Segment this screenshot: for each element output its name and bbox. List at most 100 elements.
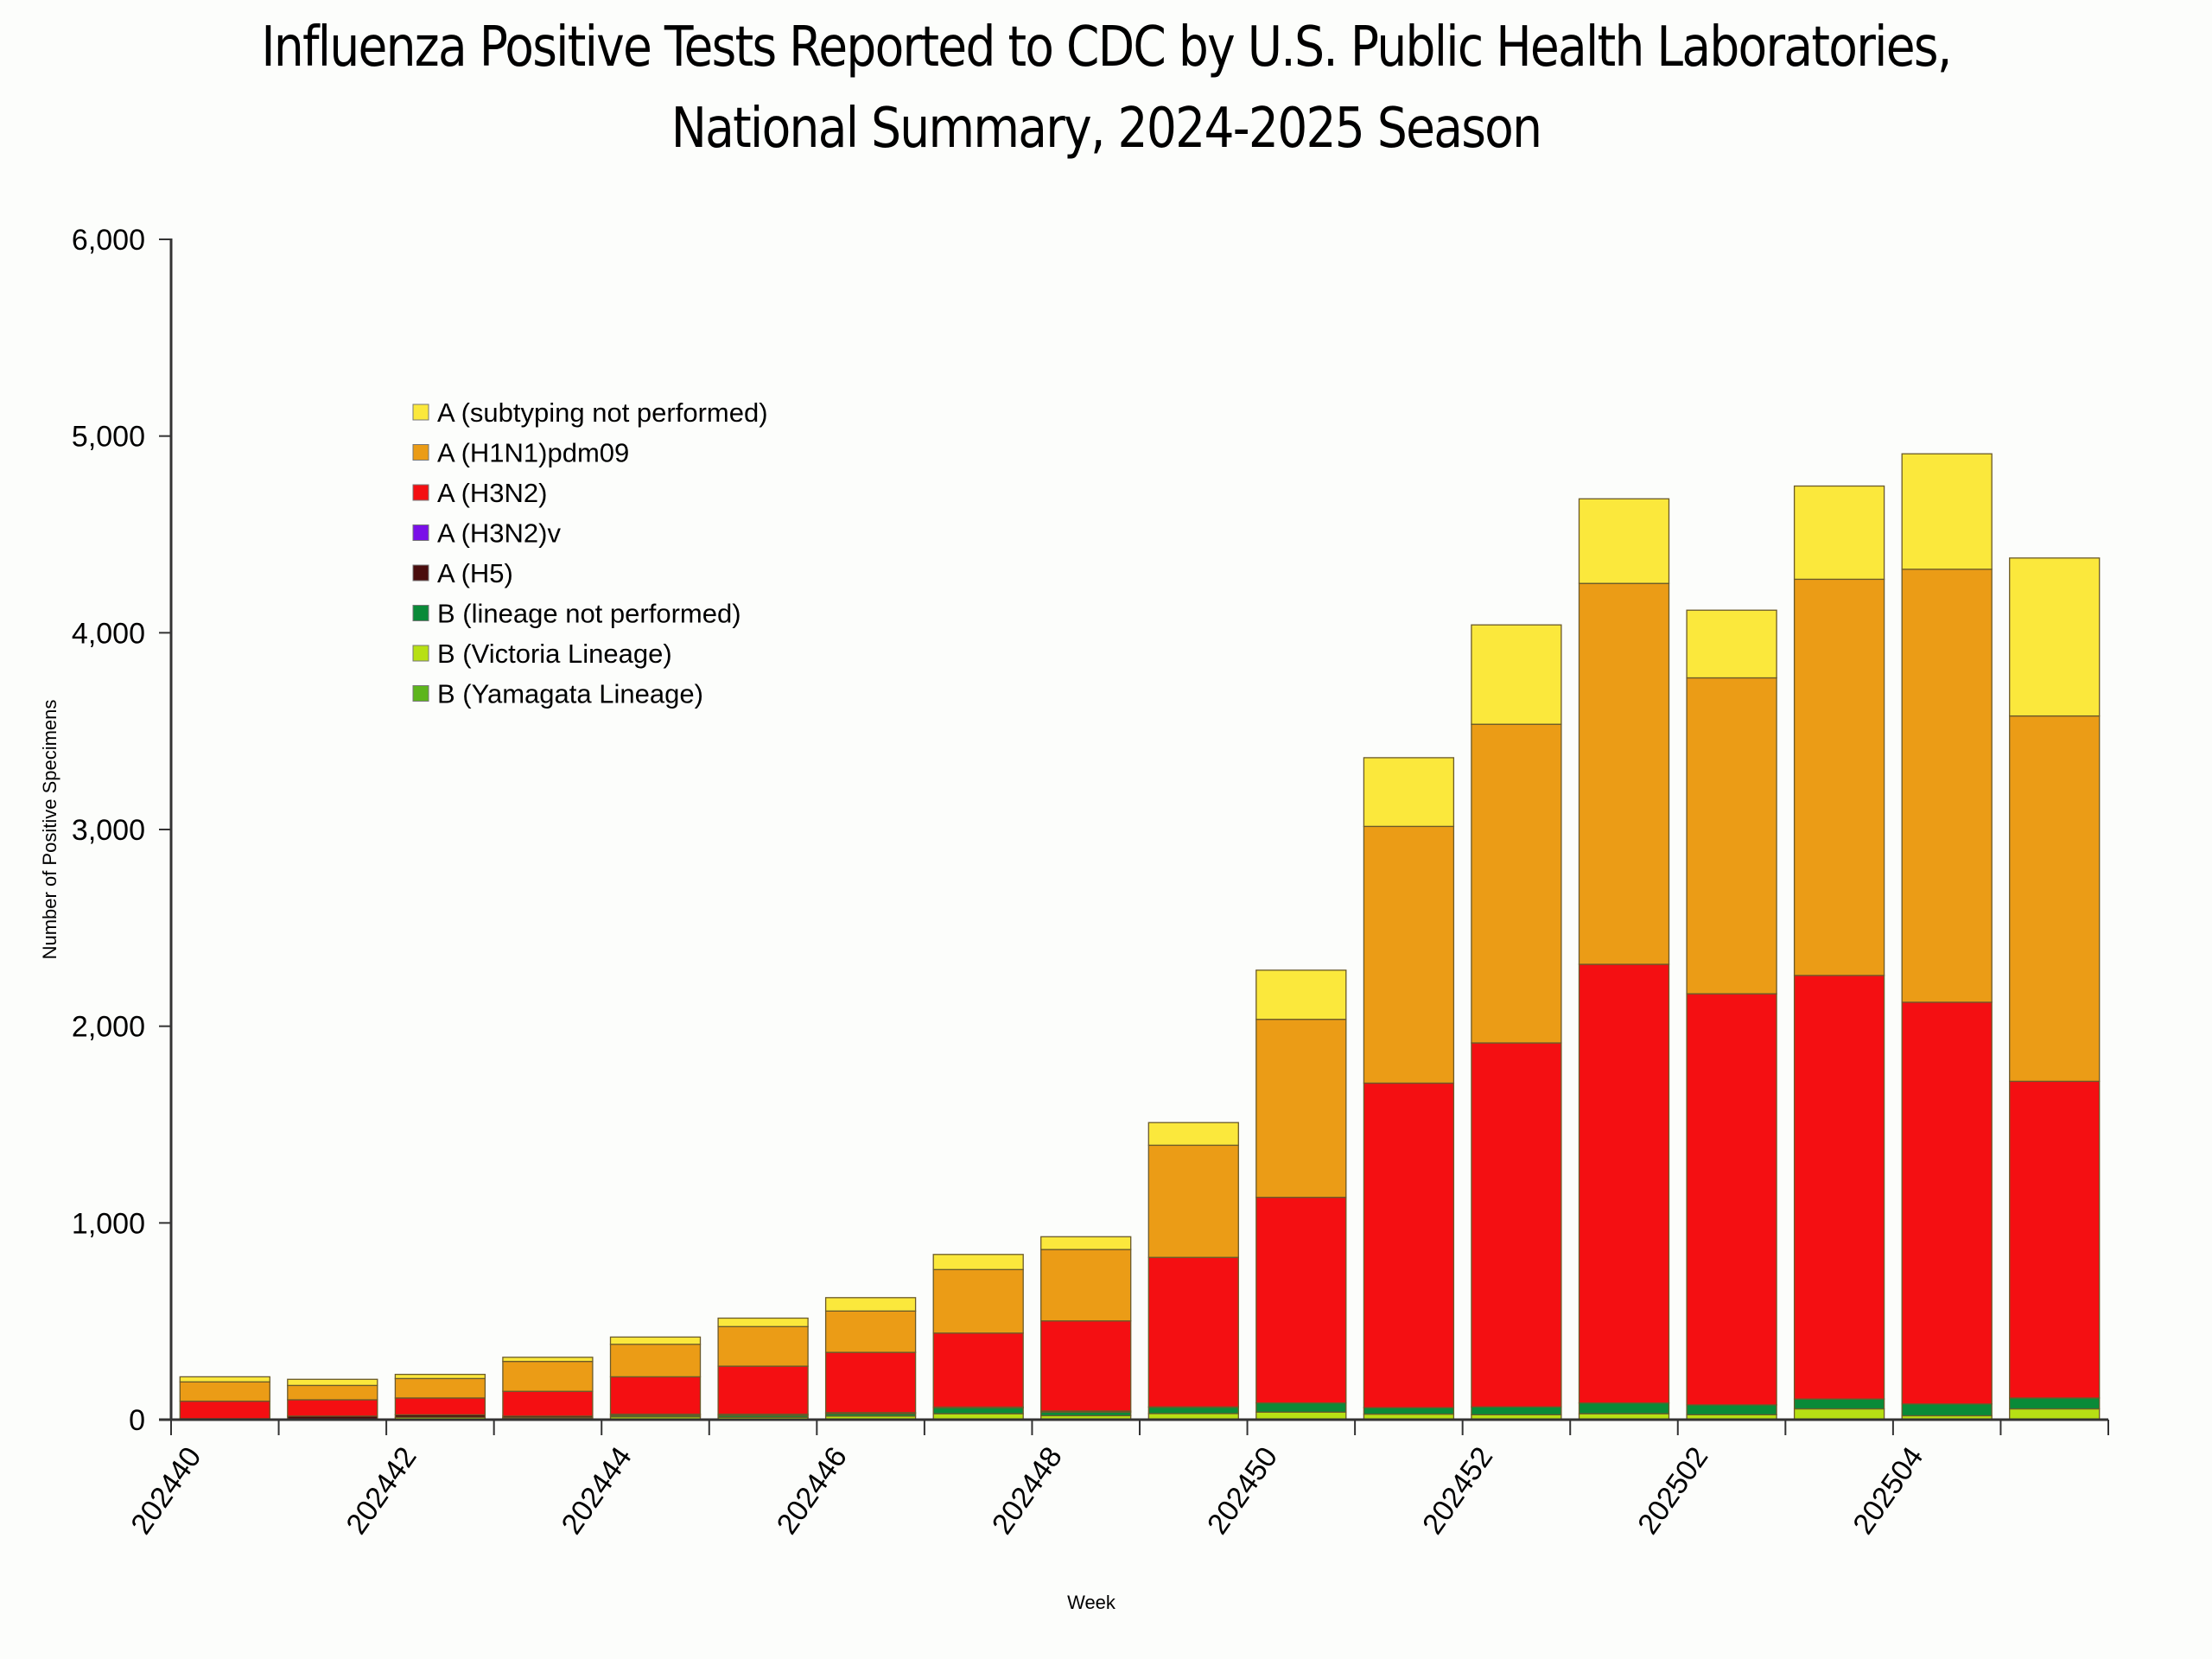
bar-segment-a-h3n2 bbox=[1471, 1042, 1562, 1408]
bar-segment-a-subtyping-not-performed bbox=[1040, 1236, 1132, 1250]
legend-swatch bbox=[412, 645, 429, 662]
legend-item: B (Yamagata Lineage) bbox=[412, 679, 703, 709]
bar-segment-a-h3n2 bbox=[287, 1399, 378, 1417]
x-axis-title: Week bbox=[1067, 1592, 1116, 1613]
bar-stack-202447 bbox=[932, 1254, 1024, 1421]
y-tick-label: 6,000 bbox=[72, 224, 145, 257]
bar-segment-b-lineage-not-performed bbox=[1147, 1407, 1239, 1414]
legend-label: B (lineage not performed) bbox=[437, 599, 741, 629]
bar-stack-202440 bbox=[179, 1376, 270, 1421]
bar-segment-b-victoria-lineage bbox=[2009, 1408, 2101, 1421]
chart-title: Influenza Positive Tests Reported to CDC… bbox=[155, 7, 2057, 169]
x-tick-label: 202504 bbox=[1847, 1441, 1929, 1541]
x-tick-label: 202444 bbox=[556, 1441, 639, 1541]
bar-segment-a-subtyping-not-performed bbox=[1471, 624, 1562, 725]
x-tick-label: 202446 bbox=[771, 1441, 854, 1541]
bar-segment-a-h3n2 bbox=[1578, 963, 1670, 1404]
bar-segment-b-lineage-not-performed bbox=[1471, 1406, 1562, 1415]
bar-stack-202451 bbox=[1363, 757, 1455, 1421]
x-tick-label: 202452 bbox=[1416, 1441, 1499, 1541]
bar-stack-202505 bbox=[2009, 557, 2101, 1421]
bar-stack-202452 bbox=[1471, 624, 1562, 1421]
bar-segment-a-h3n2 bbox=[1363, 1082, 1455, 1408]
bar-stack-202448 bbox=[1040, 1236, 1132, 1421]
legend-swatch bbox=[412, 524, 429, 541]
legend-item: A (H3N2)v bbox=[412, 518, 561, 549]
x-tick-label: 202440 bbox=[124, 1441, 207, 1541]
legend-item: A (subtyping not performed) bbox=[412, 397, 768, 428]
bar-segment-b-lineage-not-performed bbox=[1255, 1402, 1347, 1413]
y-tick-label: 4,000 bbox=[72, 617, 145, 650]
bar-segment-a-subtyping-not-performed bbox=[1901, 453, 1993, 570]
bars-group bbox=[179, 453, 2101, 1421]
bar-segment-b-lineage-not-performed bbox=[932, 1407, 1024, 1414]
bar-segment-a-subtyping-not-performed bbox=[179, 1376, 270, 1382]
y-tick-label: 5,000 bbox=[72, 421, 145, 454]
bar-segment-a-subtyping-not-performed bbox=[394, 1373, 486, 1380]
bar-segment-a-h1n1-pdm09 bbox=[824, 1310, 917, 1353]
bar-segment-a-h3n2 bbox=[2009, 1080, 2101, 1399]
y-tick-label: 0 bbox=[129, 1404, 145, 1437]
bar-stack-202450 bbox=[1255, 969, 1347, 1421]
bar-segment-a-subtyping-not-performed bbox=[824, 1297, 917, 1312]
bar-segment-a-h1n1-pdm09 bbox=[1040, 1249, 1132, 1322]
bar-segment-a-h3n2 bbox=[394, 1397, 486, 1416]
bar-segment-b-lineage-not-performed bbox=[1793, 1398, 1885, 1410]
bar-stack-202449 bbox=[1147, 1122, 1239, 1421]
bar-stack-202445 bbox=[717, 1317, 809, 1421]
bar-segment-b-lineage-not-performed bbox=[1578, 1402, 1670, 1414]
bar-segment-b-lineage-not-performed bbox=[2009, 1397, 2101, 1410]
y-tick-label: 1,000 bbox=[72, 1207, 145, 1240]
bar-segment-a-h3n2 bbox=[1255, 1197, 1347, 1404]
bar-segment-a-h1n1-pdm09 bbox=[1147, 1144, 1239, 1258]
legend-label: A (H3N2) bbox=[437, 478, 547, 508]
bar-segment-a-h3n2 bbox=[1793, 975, 1885, 1400]
bar-segment-a-h1n1-pdm09 bbox=[932, 1268, 1024, 1334]
bar-segment-a-subtyping-not-performed bbox=[1147, 1122, 1239, 1147]
legend-item: B (Victoria Lineage) bbox=[412, 639, 672, 669]
bar-segment-a-subtyping-not-performed bbox=[1578, 498, 1670, 584]
x-tick-label: 202502 bbox=[1631, 1441, 1714, 1541]
y-tick-label: 2,000 bbox=[72, 1011, 145, 1044]
legend-item: B (lineage not performed) bbox=[412, 599, 741, 629]
bar-segment-a-subtyping-not-performed bbox=[1686, 609, 1777, 679]
x-tick-label: 202450 bbox=[1201, 1441, 1284, 1541]
bar-segment-a-h1n1-pdm09 bbox=[1578, 582, 1670, 965]
bar-segment-a-h3n2 bbox=[609, 1376, 702, 1415]
bar-segment-a-subtyping-not-performed bbox=[717, 1317, 809, 1327]
bar-segment-a-h1n1-pdm09 bbox=[2009, 715, 2101, 1083]
legend-swatch bbox=[412, 404, 429, 421]
legend-item: A (H1N1)pdm09 bbox=[412, 438, 629, 468]
bar-segment-a-h1n1-pdm09 bbox=[179, 1381, 270, 1402]
bar-segment-a-subtyping-not-performed bbox=[932, 1254, 1024, 1270]
bar-segment-a-h3n2 bbox=[717, 1365, 809, 1415]
bar-segment-a-subtyping-not-performed bbox=[609, 1336, 702, 1345]
bar-segment-a-h3n2 bbox=[1147, 1256, 1239, 1408]
bar-segment-b-lineage-not-performed bbox=[1363, 1407, 1455, 1415]
bar-stack-202501 bbox=[1578, 498, 1670, 1421]
bar-segment-a-h1n1-pdm09 bbox=[609, 1344, 702, 1378]
bar-segment-a-h1n1-pdm09 bbox=[1686, 677, 1777, 995]
legend-label: A (H5) bbox=[437, 558, 513, 588]
bar-stack-202502 bbox=[1686, 609, 1777, 1421]
y-axis-title: Number of Positive Specimens bbox=[39, 700, 60, 960]
bar-segment-a-subtyping-not-performed bbox=[287, 1378, 378, 1387]
bar-segment-a-h1n1-pdm09 bbox=[287, 1384, 378, 1401]
legend-label: A (H3N2)v bbox=[437, 518, 561, 549]
bar-stack-202443 bbox=[502, 1357, 594, 1421]
bar-segment-a-h3n2 bbox=[1686, 993, 1777, 1406]
bar-segment-b-victoria-lineage bbox=[1793, 1408, 1885, 1421]
bar-segment-a-h1n1-pdm09 bbox=[717, 1325, 809, 1367]
bar-segment-b-lineage-not-performed bbox=[1686, 1404, 1777, 1415]
bar-segment-a-h1n1-pdm09 bbox=[502, 1360, 594, 1392]
chart-title-line-1: Influenza Positive Tests Reported to CDC… bbox=[261, 16, 1952, 79]
legend-label: A (H1N1)pdm09 bbox=[437, 438, 629, 468]
bar-stack-202446 bbox=[824, 1297, 917, 1421]
bar-segment-a-h1n1-pdm09 bbox=[1363, 825, 1455, 1084]
bar-segment-a-subtyping-not-performed bbox=[1793, 485, 1885, 581]
bar-segment-a-h1n1-pdm09 bbox=[1471, 723, 1562, 1044]
legend: A (subtyping not performed) A (H1N1)pdm09… bbox=[412, 397, 768, 709]
bar-stack-202444 bbox=[609, 1336, 702, 1421]
y-tick-label: 3,000 bbox=[72, 814, 145, 847]
